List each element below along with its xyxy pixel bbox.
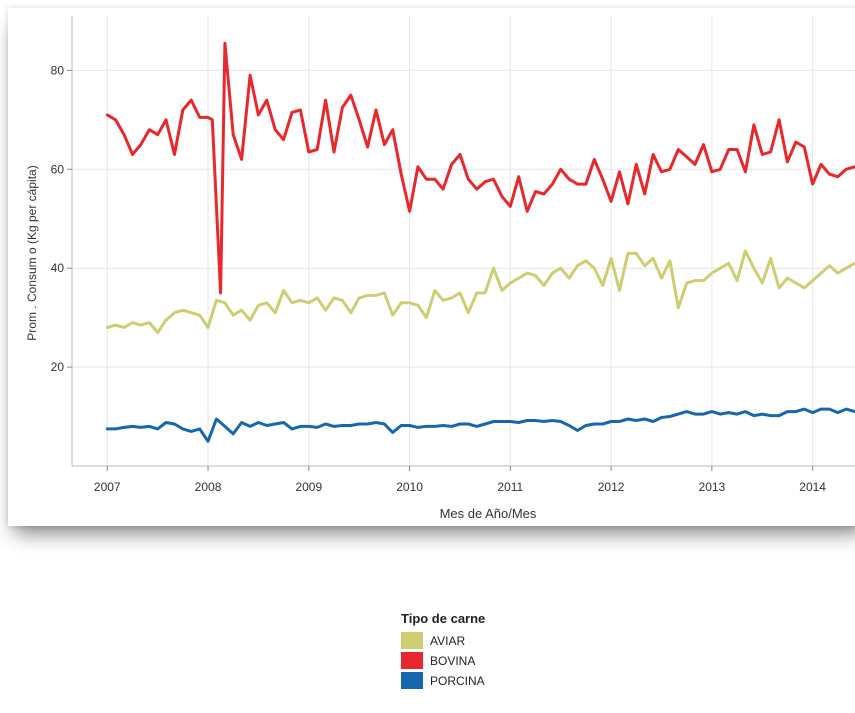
legend-item-bovina[interactable]: BOVINA [401,651,485,670]
legend-label-bovina: BOVINA [430,653,476,668]
y-tick-label: 20 [51,360,65,374]
legend-swatch-aviar [401,632,423,649]
x-tick-label: 2012 [598,480,625,494]
x-tick-label: 2010 [396,480,423,494]
x-tick-label: 2014 [799,480,826,494]
chart-card: 2007 2008 2009 2010 2011 2012 2013 2014 20 40 60 8… [8,8,855,526]
legend-item-porcina[interactable]: PORCINA [401,671,485,690]
legend-label-aviar: AVIAR [430,633,466,648]
y-tick-label: 60 [51,162,65,176]
legend-title: Tipo de carne [401,611,486,626]
series-line-aviar[interactable] [105,249,855,334]
x-tick-label: 2013 [699,480,726,494]
series-line-porcina[interactable] [105,407,855,443]
y-axis-label: Prom . Consum o (Kg per cápita) [25,165,39,340]
x-tick-label: 2009 [295,480,322,494]
x-tick-label: 2008 [195,480,222,494]
legend-swatch-bovina [401,652,423,669]
legend-swatch-porcina [401,672,423,689]
y-tick-label: 40 [51,261,65,275]
legend: Tipo de carne AVIAR BOVINA PORCINA [401,611,485,691]
legend-item-aviar[interactable]: AVIAR [401,631,485,650]
series-line-bovina[interactable] [105,41,855,295]
legend-label-porcina: PORCINA [430,673,485,688]
x-tick-label: 2007 [94,480,121,494]
line-chart: 2007 2008 2009 2010 2011 2012 2013 2014 20 40 60 8… [25,16,855,521]
y-tick-label: 80 [51,63,65,77]
x-tick-label: 2011 [497,480,523,494]
x-axis-label: Mes de Año/Mes [440,506,537,521]
